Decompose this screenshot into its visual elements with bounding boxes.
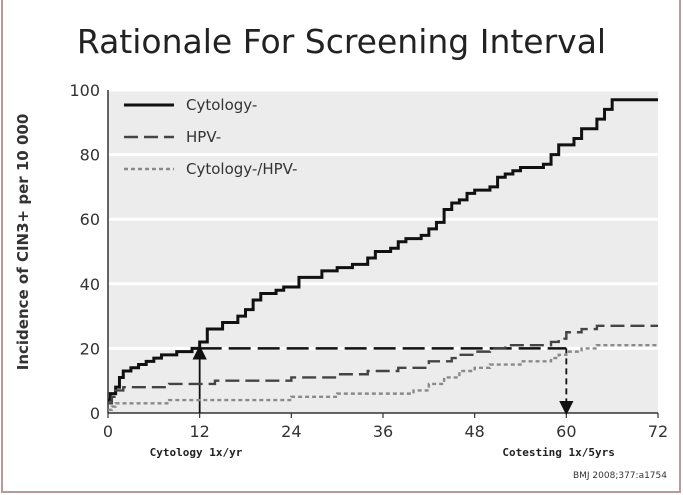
legend-label-2: Cytology-/HPV-	[186, 160, 297, 178]
slide-title: Rationale For Screening Interval	[76, 22, 607, 61]
citation: BMJ 2008;377:a1754	[572, 471, 667, 481]
series-line-2	[108, 343, 658, 411]
grid	[108, 88, 658, 350]
x-tick-label-0: 0	[103, 422, 113, 441]
series-lines	[108, 98, 658, 411]
legend-label-0: Cytology-	[186, 96, 257, 114]
series-line-0	[108, 98, 658, 402]
y-tick-label-60: 60	[80, 210, 100, 229]
y-tick-label-80: 80	[80, 146, 100, 165]
y-tick-label-0: 0	[90, 404, 100, 423]
y-tick-label-40: 40	[80, 275, 100, 294]
y-tick-label-20: 20	[80, 339, 100, 358]
annotation-cytology-interval: Cytology 1x/yr	[149, 446, 243, 459]
legend: Cytology- HPV- Cytology-/HPV-	[124, 96, 297, 178]
legend-label-1: HPV-	[186, 128, 221, 146]
x-tick-label-36: 36	[373, 422, 393, 441]
x-tick-label-72: 72	[648, 422, 668, 441]
x-tick-label-24: 24	[281, 422, 301, 441]
x-tick-label-60: 60	[556, 422, 576, 441]
annotation-cotesting-interval: Cotesting 1x/5yrs	[502, 446, 615, 459]
series-line-1	[108, 324, 658, 405]
x-tick-label-48: 48	[464, 422, 484, 441]
x-tick-label-12: 12	[189, 422, 209, 441]
y-tick-label-100: 100	[69, 81, 100, 100]
